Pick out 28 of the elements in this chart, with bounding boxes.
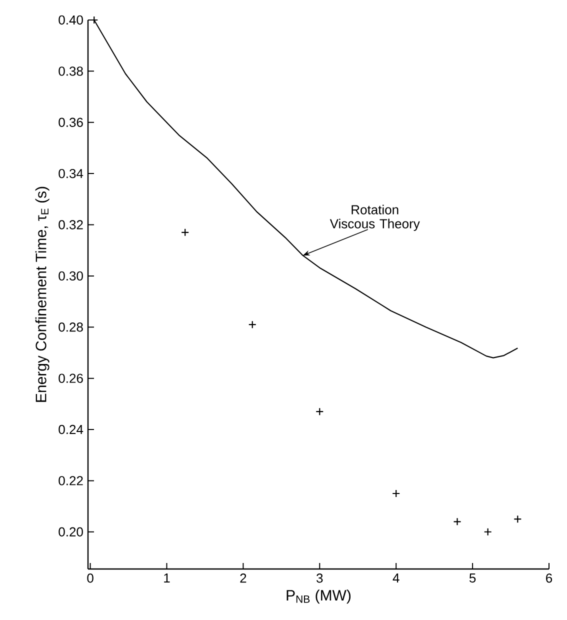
- x-tick-label: 6: [546, 574, 552, 583]
- y-tick-label: 0.22: [58, 476, 83, 486]
- y-tick-label: 0.40: [58, 15, 83, 25]
- x-tick-label: 2: [240, 574, 246, 583]
- point: [514, 515, 522, 524]
- y-axis-title: Energy Confinement Time, τ$_{E}$ (s): [35, 186, 50, 402]
- y-tick-label: 0.38: [58, 66, 83, 76]
- x-tick-label: 1: [164, 574, 170, 582]
- x-axis-title: P$_{NB}$ (MW): [286, 590, 351, 604]
- point: [181, 228, 190, 236]
- y-tick-label: 0.24: [58, 424, 84, 434]
- y-tick-label: 0.26: [58, 374, 83, 383]
- y-tick-label: 0.28: [58, 322, 83, 332]
- y-tick-label: 0.20: [58, 527, 83, 536]
- x-tick-label: 3: [316, 574, 323, 583]
- point: [392, 489, 400, 498]
- y-tick-label: 0.32: [58, 220, 83, 230]
- y-tick-label: 0.36: [58, 118, 83, 127]
- point: [316, 408, 324, 416]
- y-tick-label: 0.30: [58, 271, 83, 281]
- point: [248, 320, 256, 329]
- point: [484, 528, 492, 536]
- x-tick-label: 4: [392, 574, 400, 582]
- y-tick-label: 0.34: [58, 168, 84, 178]
- x-tick-label: 0: [87, 574, 94, 583]
- point: [453, 518, 462, 526]
- x-tick-label: 5: [469, 574, 476, 583]
- annotation: Rotation Viscous Theory: [330, 204, 420, 231]
